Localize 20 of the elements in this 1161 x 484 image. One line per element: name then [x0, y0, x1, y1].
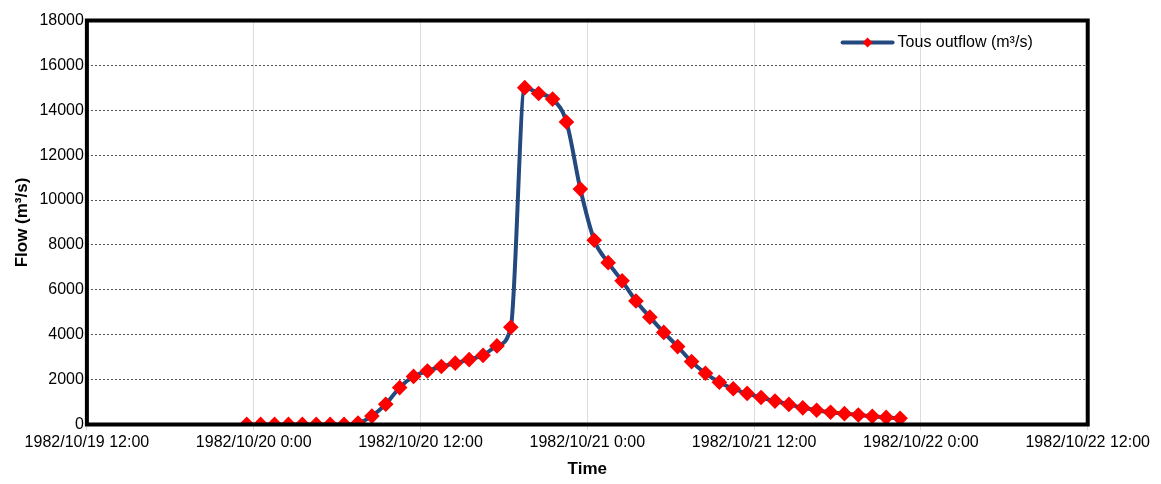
- x-tick-label: 1982/10/19 12:00: [24, 433, 150, 451]
- y-tick-label: 10000: [39, 190, 84, 208]
- legend-label: Tous outflow (m³/s): [897, 33, 1033, 51]
- y-tick-label: 6000: [48, 280, 84, 298]
- y-tick-label: 14000: [39, 100, 84, 118]
- y-tick-label: 4000: [48, 325, 84, 343]
- y-tick-label: 12000: [39, 145, 84, 163]
- x-tick-label: 1982/10/20 0:00: [195, 433, 312, 451]
- x-tick-label: 1982/10/21 12:00: [691, 433, 817, 451]
- y-tick-label: 2000: [48, 369, 84, 387]
- x-tick-label: 1982/10/22 12:00: [1025, 433, 1151, 451]
- x-axis-title: Time: [567, 459, 607, 479]
- y-tick-label: 8000: [48, 235, 84, 253]
- x-tick-label: 1982/10/22 0:00: [863, 433, 979, 451]
- y-tick-label: 16000: [39, 55, 84, 73]
- y-tick-label: 0: [74, 414, 84, 432]
- x-tick-label: 1982/10/20 12:00: [358, 433, 483, 451]
- x-tick-label: 1982/10/21 0:00: [529, 433, 646, 451]
- y-axis-title: Flow (m³/s): [11, 177, 31, 268]
- y-tick-label: 18000: [39, 11, 84, 29]
